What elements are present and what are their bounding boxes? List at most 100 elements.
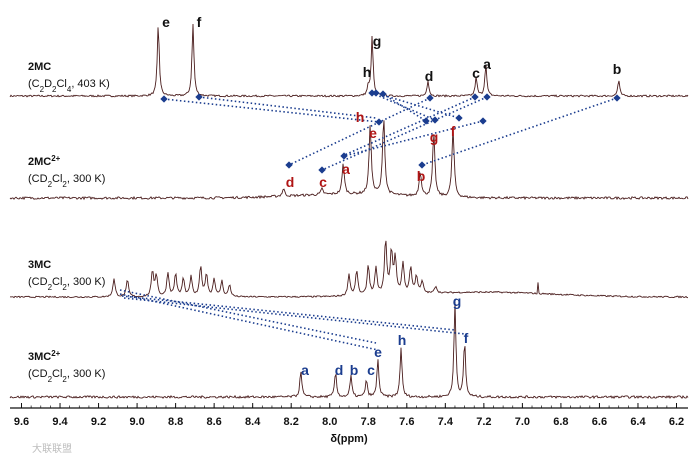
peak-label-c: c — [319, 174, 327, 190]
correlation-line — [339, 96, 476, 158]
peak-label-h: h — [356, 109, 365, 125]
condition-part: 2 — [48, 283, 53, 292]
peak-label-a: a — [301, 362, 309, 378]
watermark: 大联联盟 — [32, 442, 72, 455]
x-tick-label: 9.2 — [91, 416, 106, 428]
condition-part: Cl — [52, 276, 62, 288]
x-tick-label: 9.4 — [52, 416, 68, 428]
correlation-marker — [340, 152, 348, 160]
sample-condition: (CD2Cl2, 300 K) — [28, 368, 105, 384]
peak-label-e: e — [162, 14, 170, 30]
sample-name: 3MC — [28, 259, 51, 271]
x-tick-label: 7.2 — [476, 416, 491, 428]
sample-condition: (C2D2Cl4, 403 K) — [28, 78, 110, 94]
x-tick-label: 7.6 — [399, 416, 414, 428]
correlation-line — [371, 92, 436, 121]
peak-label-d: d — [286, 174, 295, 190]
correlation-line — [321, 96, 488, 171]
correlation-marker — [375, 118, 383, 126]
peak-label-g: g — [430, 129, 439, 145]
correlation-marker — [479, 117, 487, 125]
peak-label-c: c — [367, 362, 375, 378]
x-tick-label: 6.4 — [630, 416, 646, 428]
sample-charge: 2+ — [51, 349, 60, 358]
correlation-marker — [379, 90, 387, 98]
x-tick-label: 6.8 — [553, 416, 568, 428]
correlation-line — [163, 98, 380, 123]
x-axis-ticks: 9.6 9.4 9.2 9.0 8.8 8.6 8.4 8.2 8.0 7.8 7.6 7.4 7.2 7… — [14, 403, 684, 428]
correlation-line — [198, 96, 377, 119]
condition-part: 4 — [67, 85, 72, 94]
peak-label-a: a — [342, 161, 350, 177]
condition-part: 2 — [62, 375, 67, 384]
peak-label-h: h — [363, 64, 372, 80]
x-tick-label: 7.0 — [515, 416, 530, 428]
correlation-marker — [368, 89, 376, 97]
x-tick-label: 6.6 — [592, 416, 607, 428]
correlation-marker — [431, 116, 439, 124]
condition-part: 2 — [62, 180, 67, 189]
peak-label-f: f — [464, 330, 469, 346]
x-tick-label: 9.6 — [14, 416, 29, 428]
peak-label-d: d — [425, 68, 434, 84]
condition-part: 2 — [62, 283, 67, 292]
peak-label-f: f — [451, 123, 456, 139]
spectrum-line-2 — [9, 120, 689, 201]
condition-part: , 300 K) — [67, 173, 106, 185]
spectrum-traces — [9, 23, 689, 400]
peak-label-a: a — [483, 56, 491, 72]
condition-part: (C — [28, 78, 40, 90]
condition-part: (CD — [28, 368, 48, 380]
spectrum-line-1 — [9, 23, 689, 98]
condition-part: , 300 K) — [67, 276, 106, 288]
condition-part: , 403 K) — [71, 78, 110, 90]
correlation-marker — [418, 161, 426, 169]
correlation-line — [382, 93, 427, 122]
correlation-marker — [426, 94, 434, 102]
condition-part: (CD — [28, 173, 48, 185]
condition-part: 2 — [40, 85, 45, 94]
peak-label-c: c — [472, 65, 480, 81]
sample-name: 2MC2+ — [28, 154, 61, 169]
peak-label-h: h — [398, 332, 407, 348]
x-tick-label: 7.4 — [438, 416, 454, 428]
peak-label-d: d — [335, 362, 344, 378]
correlation-marker — [471, 93, 479, 101]
x-tick-label: 8.8 — [168, 416, 183, 428]
condition-part: Cl — [52, 368, 62, 380]
condition-part: 2 — [48, 375, 53, 384]
x-tick-label: 8.4 — [245, 416, 261, 428]
correlation-line — [123, 297, 466, 335]
sample-name: 2MC — [28, 61, 51, 73]
correlation-marker — [372, 89, 380, 97]
condition-part: D — [44, 78, 52, 90]
x-tick-label: 8.6 — [206, 416, 221, 428]
x-tick-label: 9.0 — [129, 416, 144, 428]
sample-name: 3MC2+ — [28, 349, 61, 364]
sample-charge: 2+ — [51, 154, 60, 163]
peak-label-b: b — [613, 61, 622, 77]
condition-part: (CD — [28, 276, 48, 288]
condition-part: 2 — [48, 180, 53, 189]
spectrum-line-4 — [9, 301, 689, 400]
correlation-marker — [285, 161, 293, 169]
peak-label-g: g — [373, 33, 382, 49]
peak-label-b: b — [417, 168, 426, 184]
peak-label-b: b — [350, 362, 359, 378]
correlation-marker — [422, 117, 430, 125]
condition-part: Cl — [56, 78, 66, 90]
condition-part: 2 — [52, 85, 57, 94]
x-tick-label: 8.2 — [284, 416, 299, 428]
sample-condition: (CD2Cl2, 300 K) — [28, 173, 105, 189]
condition-part: , 300 K) — [67, 368, 106, 380]
x-tick-label: 7.8 — [361, 416, 376, 428]
sample-labels: 2MC(C2D2Cl4, 403 K)2MC2+(CD2Cl2, 300 K)3… — [28, 61, 110, 384]
correlation-lines — [119, 89, 621, 351]
correlation-marker — [455, 114, 463, 122]
x-axis: 9.6 9.4 9.2 9.0 8.8 8.6 8.4 8.2 8.0 7.8 7.6 7.4 7.2 7… — [10, 403, 688, 445]
correlation-line — [119, 289, 377, 344]
correlation-line — [119, 293, 379, 351]
spectrum-line-3 — [9, 240, 689, 299]
